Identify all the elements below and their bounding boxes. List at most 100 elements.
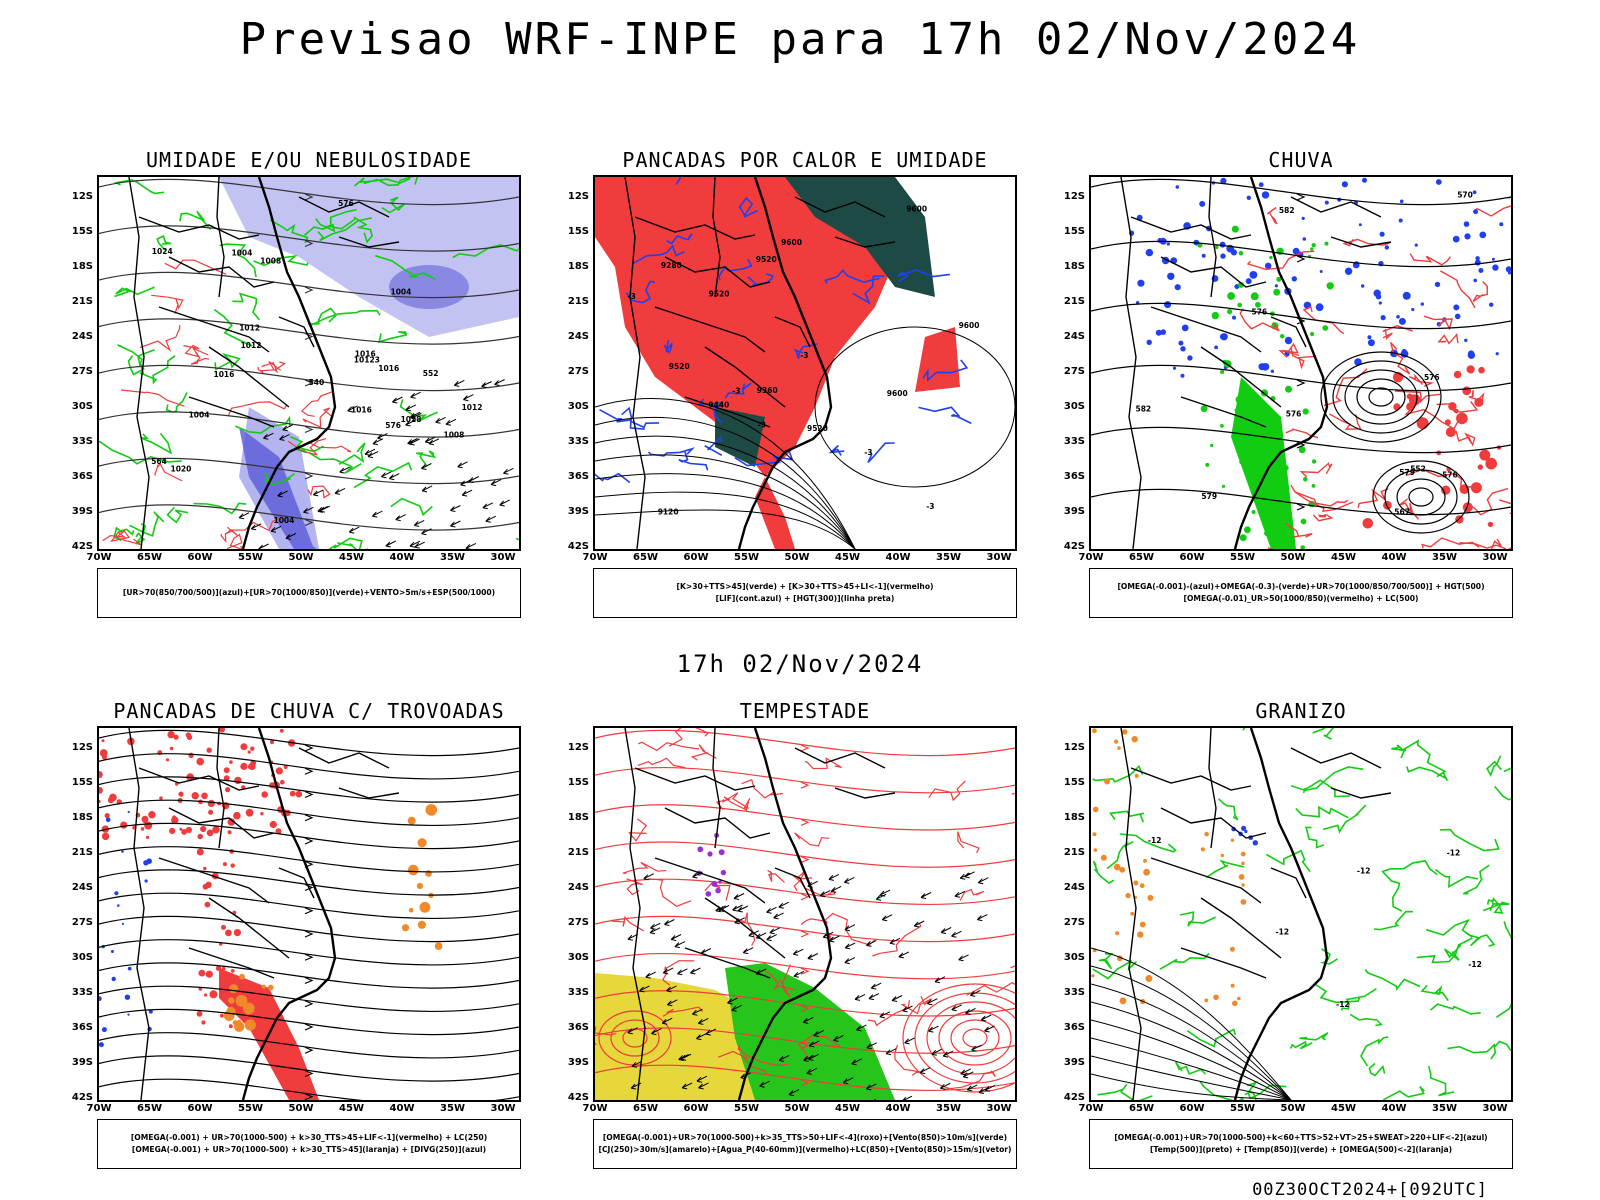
temp850-contour: [1314, 983, 1361, 1004]
omega-blue: [1249, 271, 1258, 279]
storm-area-red: [250, 746, 255, 751]
wind-vector: [664, 919, 675, 926]
temp850-contour: [1368, 1062, 1386, 1077]
flow-arrow: [800, 781, 810, 789]
longitude-tick: 50W: [288, 552, 314, 563]
streamline-red: [595, 990, 1015, 1017]
divergence-blue: [105, 817, 111, 823]
wind-vector: [833, 1034, 844, 1042]
panel-pancadas-calor: PANCADAS POR CALOR E UMIDADE 9600 9600 9600…: [568, 148, 1017, 618]
political-border: [774, 867, 811, 899]
omega-orange: [1134, 773, 1139, 778]
storm-area-red: [201, 792, 208, 800]
latitude-tick: 39S: [567, 1057, 589, 1068]
temp850-contour: [1463, 864, 1490, 895]
flow-arrow: [800, 893, 810, 901]
humidity-contour-green: [309, 309, 381, 327]
latitude-tick: 18S: [71, 812, 93, 823]
storm-area-red: [209, 990, 218, 999]
wind-vector: [939, 1082, 951, 1090]
omega-blue: [1180, 373, 1185, 378]
temp850-contour: [1109, 810, 1145, 823]
omega-blue: [1361, 284, 1365, 288]
contour-label: 9520: [756, 255, 777, 264]
omega-red-contour: [1266, 206, 1278, 225]
humidity-contour-green: [381, 196, 406, 214]
wind-vector: [643, 873, 655, 881]
thickness-contour-red: [261, 361, 286, 374]
contour-label: -3: [926, 502, 934, 511]
longitude-tick: 55W: [238, 552, 263, 563]
omega-blue: [1468, 350, 1475, 357]
omega-blue: [1232, 315, 1236, 320]
flow-arrow: [304, 1093, 314, 1100]
flow-arrow: [1296, 379, 1306, 387]
thickness-contour-red: [154, 462, 183, 482]
omega-blue: [1137, 279, 1145, 287]
temp850-contour: [1382, 1085, 1425, 1100]
longitude-tick: 60W: [1179, 1103, 1205, 1114]
omega-red: [1474, 397, 1484, 407]
longitude-tick: 30W: [986, 552, 1012, 563]
latitude-tick: 30S: [567, 952, 589, 963]
wind-vector: [364, 448, 376, 456]
wind-vector: [844, 942, 856, 950]
omega-orange: [1139, 883, 1145, 889]
latitude-tick: 27S: [567, 917, 589, 928]
contour-label: 567: [1394, 508, 1410, 517]
omega-blue: [1164, 301, 1172, 309]
streamline: [99, 939, 519, 966]
wind-vector: [819, 890, 831, 898]
omega-orange: [1241, 861, 1245, 866]
humidity-contour-green: [269, 219, 309, 244]
temp500-contour: [1091, 1019, 1292, 1100]
omega-orange: [1143, 858, 1147, 863]
precipitable-water-contour: [825, 912, 876, 946]
longitude-tick: 45W: [339, 1103, 364, 1114]
legend-line: [UR>70(850/700/500)](azul)+[UR>70(1000/8…: [122, 588, 496, 597]
omega-blue: [1302, 237, 1307, 241]
omega-orange: [1092, 832, 1097, 837]
precipitable-water-contour: [648, 878, 692, 907]
omega-blue: [1145, 248, 1154, 257]
omega-red-contour: [1409, 253, 1451, 266]
storm-area-orange: [242, 1002, 255, 1015]
wind-vector: [499, 499, 510, 507]
omega-green: [1221, 484, 1226, 488]
latitude-tick: 27S: [71, 917, 93, 928]
wind-vector: [263, 432, 274, 440]
streamline: [1091, 426, 1511, 454]
streamline-cyclone: [1368, 387, 1394, 407]
streamline: [1091, 302, 1511, 330]
storm-area-red: [206, 829, 214, 837]
contour-label: 9280: [661, 261, 682, 270]
storm-area-red: [289, 790, 296, 797]
lifted-index-contour: [595, 472, 631, 484]
longitude-tick: 65W: [633, 552, 658, 563]
omega-blue: [1489, 302, 1494, 307]
latitude-tick: 12S: [71, 742, 93, 753]
divergence-blue: [127, 810, 130, 814]
omega-blue: [1474, 259, 1481, 266]
omega-blue: [1180, 346, 1186, 352]
streamline-cyclone-red: [950, 1019, 1000, 1057]
panel-title: GRANIZO: [1255, 699, 1347, 723]
longitude-tick: 35W: [440, 1103, 465, 1114]
omega-blue: [1378, 301, 1382, 305]
wind-vector: [405, 419, 416, 427]
omega-red-contour: [1421, 537, 1480, 549]
omega-blue: [1362, 177, 1367, 183]
omega-red: [1470, 482, 1482, 494]
omega-blue: [1375, 294, 1382, 300]
wind-vector: [828, 873, 840, 881]
contour-label: 552: [423, 369, 439, 378]
omega-blue: [1478, 268, 1484, 273]
lifted-index-contour: [922, 359, 969, 382]
storm-area-red: [275, 828, 282, 835]
thickness-contour-red: [307, 485, 331, 499]
humidity-contour-green: [156, 234, 172, 251]
omega-red: [1453, 370, 1462, 379]
wind-vector: [645, 971, 656, 979]
storm-area-red: [227, 818, 236, 826]
map-frame: 582 576 579 570 567 576 579 552 576 582 576: [1089, 175, 1513, 551]
